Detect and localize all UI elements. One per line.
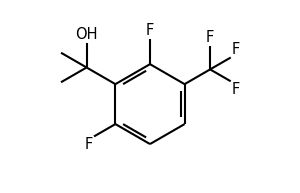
Text: F: F: [232, 82, 240, 97]
Text: OH: OH: [75, 27, 98, 42]
Text: F: F: [232, 42, 240, 57]
Text: F: F: [206, 30, 214, 45]
Text: F: F: [146, 24, 154, 38]
Text: F: F: [85, 137, 93, 152]
